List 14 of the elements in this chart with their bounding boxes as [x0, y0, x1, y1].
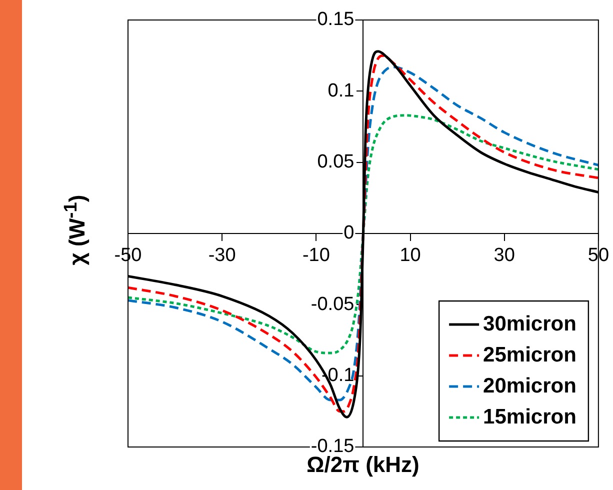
x-tick-label: 30	[494, 245, 515, 266]
y-tick-label: 0.1	[328, 80, 354, 102]
y-tick-label: -0.05	[310, 294, 354, 315]
x-tick-label: -30	[208, 245, 236, 266]
legend-label: 25micron	[483, 343, 576, 366]
x-tick-label: -10	[302, 245, 330, 266]
legend-label: 30micron	[483, 312, 576, 336]
y-tick-label: 0.05	[317, 152, 354, 173]
legend-label: 20micron	[483, 374, 576, 398]
legend-label: 15micron	[483, 405, 576, 428]
x-tick-label: 10	[400, 245, 421, 266]
y-tick-label: 0.15	[317, 9, 354, 30]
y-tick-label: -0.15	[310, 436, 354, 458]
y-tick-label: 0	[344, 222, 354, 244]
